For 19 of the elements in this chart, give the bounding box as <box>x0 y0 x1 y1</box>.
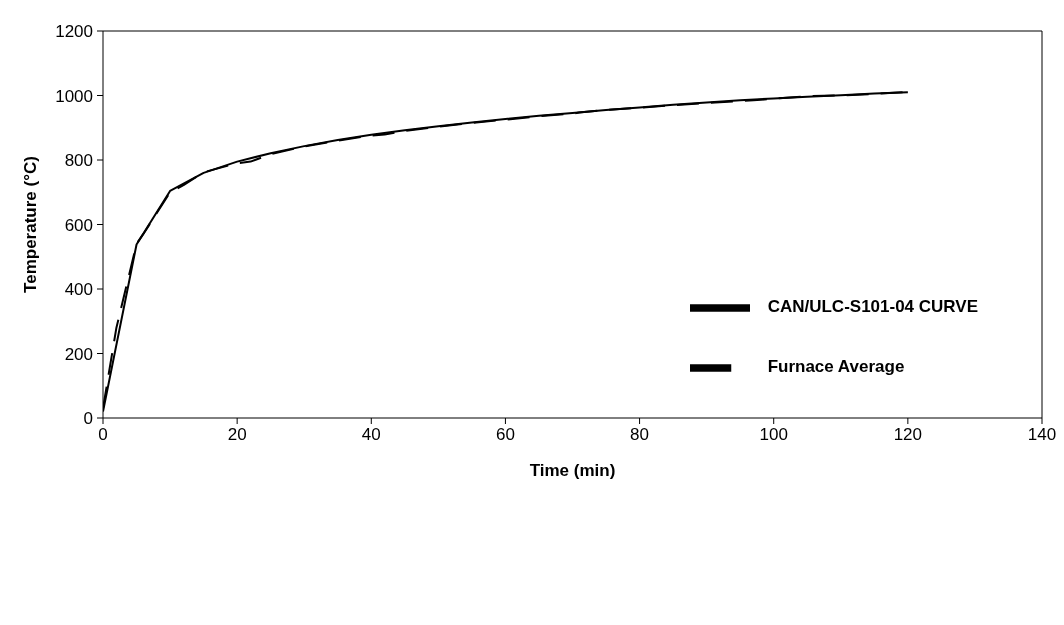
x-tick-label: 60 <box>495 425 515 445</box>
y-tick-label: 200 <box>64 344 93 364</box>
x-tick-label: 120 <box>893 425 923 445</box>
x-tick-label: 80 <box>630 425 650 445</box>
x-tick-label: 140 <box>1027 425 1057 445</box>
x-axis-title: Time (min) <box>529 461 616 480</box>
x-tick-label: 100 <box>759 425 788 445</box>
y-tick-label: 0 <box>83 409 93 429</box>
y-tick-label: 600 <box>64 215 93 235</box>
y-tick-label: 1200 <box>55 22 93 42</box>
x-tick-label: 20 <box>227 425 247 445</box>
x-tick-label: 0 <box>98 425 108 445</box>
y-axis-title: Temperature (°C) <box>21 156 41 293</box>
legend-label: Furnace Average <box>767 357 905 377</box>
legend-label: CAN/ULC-S101-04 CURVE <box>767 297 978 317</box>
y-tick-label: 400 <box>64 280 93 300</box>
y-tick-label: 800 <box>64 151 93 171</box>
x-tick-label: 40 <box>361 425 381 445</box>
y-tick-label: 1000 <box>55 86 93 106</box>
